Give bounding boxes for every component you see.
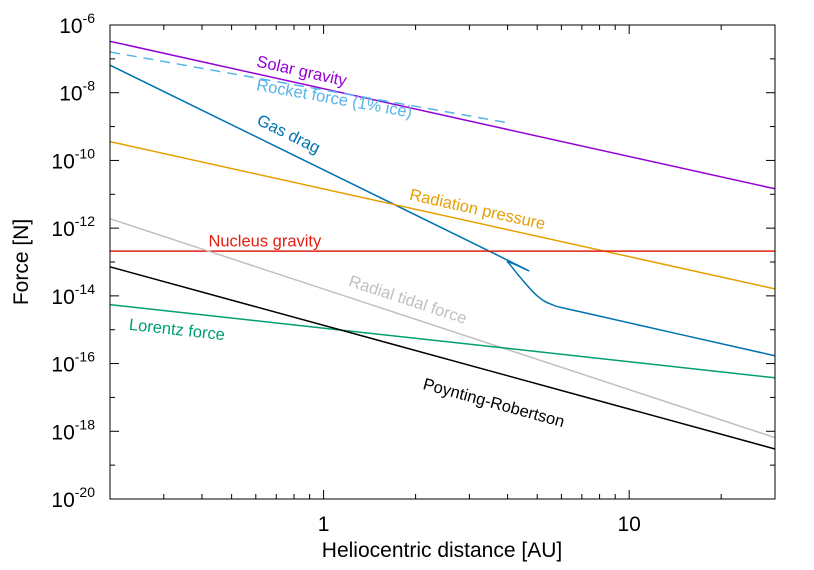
y-axis-title: Force [N] — [10, 219, 33, 305]
x-tick-label: 10 — [618, 513, 641, 536]
y-tick-label: 10-20 — [51, 484, 95, 512]
series-label-radial-tidal-force: Radial tidal force — [347, 272, 469, 328]
series-line-gas-drag — [110, 64, 775, 357]
y-tick-label: 10-16 — [51, 349, 95, 377]
series-label-poynting-robertson: Poynting-Robertson — [421, 375, 566, 431]
series-label-lorentz-force: Lorentz force — [128, 316, 226, 344]
y-tick-label: 10-14 — [51, 281, 95, 309]
y-tick-label: 10-12 — [51, 213, 95, 241]
series-line-poynting-robertson — [110, 266, 775, 450]
series-line-lorentz-force — [110, 303, 775, 379]
series-label-nucleus-gravity: Nucleus gravity — [208, 232, 322, 250]
series-label-radiation-pressure: Radiation pressure — [408, 186, 547, 234]
series-label-gas-drag: Gas drag — [254, 111, 323, 157]
plot-frame — [109, 24, 776, 500]
x-axis-title: Heliocentric distance [AU] — [322, 539, 562, 562]
y-tick-label: 10-18 — [51, 416, 95, 444]
y-tick-label: 10-6 — [59, 10, 95, 38]
y-tick-label: 10-8 — [59, 78, 95, 106]
series-line-radial-tidal-force — [110, 217, 775, 439]
series-line-solar-gravity — [110, 40, 775, 190]
series-line-radiation-pressure — [110, 140, 775, 290]
y-tick-label: 10-10 — [51, 145, 95, 173]
x-tick-label: 1 — [318, 513, 330, 536]
